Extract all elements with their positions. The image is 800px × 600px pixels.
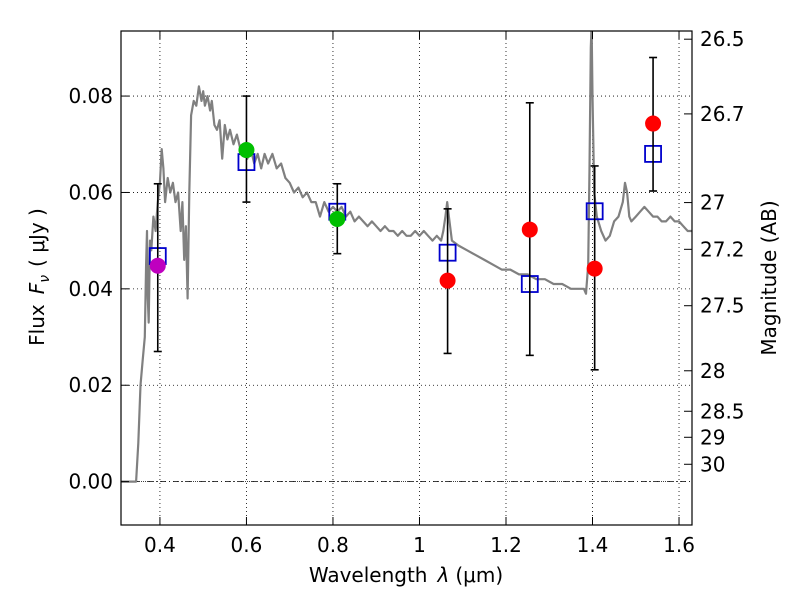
right-y-axis-label: Magnitude (AB) (757, 200, 781, 355)
y-tick-label: 0.00 (68, 470, 113, 494)
x-tick-label: 0.4 (144, 533, 176, 557)
observed-photometry-point (238, 142, 255, 159)
y-axis-ticks: 0.00 0.02 0.04 0.06 0.08 (68, 84, 129, 494)
magnitude-tick-label: 26.5 (700, 27, 745, 51)
observed-photometry-point (521, 221, 538, 238)
y-tick-label: 0.06 (68, 180, 113, 204)
magnitude-axis-ticks: 26.5 26.7 27 27.2 27.5 28 28.529 30 (684, 27, 745, 476)
magnitude-tick-label: 30 (700, 452, 725, 476)
magnitude-tick-label: 28.5 (700, 399, 745, 423)
plot-frame (120, 30, 693, 526)
x-tick-label: 1.4 (577, 533, 609, 557)
y-axis-label: FluxFν( μJy ) (25, 208, 53, 346)
magnitude-tick-label: 27.2 (700, 237, 745, 261)
x-axis-label: Wavelength λ (μm) (309, 563, 503, 587)
y-tick-label: 0.08 (68, 84, 113, 108)
observed-photometry-series (149, 56, 662, 371)
grid (121, 31, 692, 525)
y-tick-label: 0.02 (68, 373, 113, 397)
magnitude-tick-label: 27.5 (700, 294, 745, 318)
x-tick-label: 1 (413, 533, 426, 557)
observed-photometry-point (149, 257, 166, 274)
model-photometry-series (148, 144, 662, 293)
observed-photometry-point (645, 115, 662, 132)
x-axis-ticks: 0.4 0.6 0.8 1 1.2 1.4 1.6 (144, 31, 695, 557)
observed-photometry-point (586, 260, 603, 277)
magnitude-tick-label: 27 (700, 191, 725, 215)
y-tick-label: 0.04 (68, 277, 113, 301)
magnitude-tick-label: 28 (700, 359, 725, 383)
observed-photometry-point (329, 210, 346, 227)
magnitude-tick-label: 29 (700, 425, 725, 449)
spectrum-series (121, 31, 692, 483)
observed-photometry-point (439, 272, 456, 289)
x-tick-label: 0.6 (231, 533, 263, 557)
x-tick-label: 1.2 (490, 533, 522, 557)
spectrum-line (121, 31, 692, 483)
magnitude-tick-label: 26.7 (700, 102, 745, 126)
x-tick-label: 0.8 (317, 533, 349, 557)
x-tick-label: 1.6 (663, 533, 695, 557)
